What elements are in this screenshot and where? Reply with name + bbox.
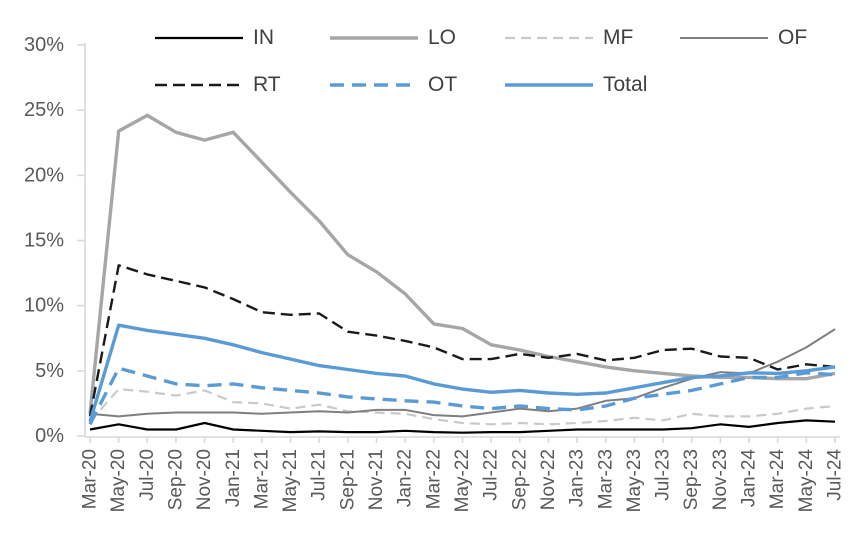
y-tick-label: 0% bbox=[35, 425, 64, 447]
y-tick-label: 15% bbox=[24, 230, 64, 252]
legend-item-MF: MF bbox=[505, 25, 633, 51]
x-tick-label: Sep-20 bbox=[165, 449, 186, 510]
legend-label-Total: Total bbox=[603, 73, 648, 96]
y-tick-label: 10% bbox=[24, 295, 64, 317]
x-tick-label: Jul-22 bbox=[481, 449, 502, 501]
series-line-MF bbox=[89, 388, 836, 426]
legend-line-icon-Total bbox=[505, 83, 593, 87]
legend-item-Total: Total bbox=[505, 72, 647, 98]
legend-line-icon-MF bbox=[505, 36, 593, 40]
x-tick-label: Mar-21 bbox=[251, 449, 272, 509]
y-tick-label: 20% bbox=[24, 164, 64, 186]
x-tick-label: Nov-23 bbox=[710, 449, 731, 510]
legend-label-LO: LO bbox=[428, 26, 457, 49]
x-tick-label: Jan-21 bbox=[223, 449, 244, 507]
y-tick-label: 30% bbox=[24, 34, 64, 56]
series-line-OF bbox=[89, 328, 836, 418]
x-tick-label: Jul-21 bbox=[309, 449, 330, 501]
x-tick-label: Mar-20 bbox=[80, 449, 101, 509]
legend-label-RT: RT bbox=[253, 73, 281, 96]
x-tick-label: Jan-22 bbox=[395, 449, 416, 507]
x-tick-label: Nov-21 bbox=[366, 449, 387, 510]
x-tick-label: Jul-20 bbox=[137, 449, 158, 501]
x-tick-label: May-24 bbox=[796, 449, 817, 513]
x-tick-label: Mar-22 bbox=[423, 449, 444, 509]
legend-label-OF: OF bbox=[778, 26, 808, 49]
x-tick-label: Jul-24 bbox=[825, 449, 846, 501]
legend-item-OF: OF bbox=[680, 25, 807, 51]
y-tick-label: 25% bbox=[24, 99, 64, 121]
x-tick-label: Nov-20 bbox=[194, 449, 215, 510]
legend-line-icon-OT bbox=[330, 83, 418, 87]
x-tick-label: Sep-22 bbox=[509, 449, 530, 510]
y-tick-label: 5% bbox=[35, 360, 64, 382]
legend-label-MF: MF bbox=[603, 26, 634, 49]
series-line-IN bbox=[89, 419, 836, 434]
x-tick-label: Jul-23 bbox=[653, 449, 674, 501]
legend-item-RT: RT bbox=[155, 72, 281, 98]
legend-label-IN: IN bbox=[253, 26, 274, 49]
legend-item-IN: IN bbox=[155, 25, 274, 51]
x-tick-label: Sep-21 bbox=[337, 449, 358, 510]
x-tick-label: May-22 bbox=[452, 449, 473, 512]
x-tick-label: May-23 bbox=[624, 449, 645, 512]
series-line-OT bbox=[88, 366, 836, 426]
x-tick-label: Nov-22 bbox=[538, 449, 559, 510]
series-line-LO bbox=[88, 113, 836, 414]
x-tick-label: Jan-24 bbox=[739, 449, 760, 508]
legend-line-icon-RT bbox=[155, 83, 243, 87]
x-tick-label: May-20 bbox=[108, 449, 129, 512]
x-tick-label: May-21 bbox=[280, 449, 301, 512]
x-tick-label: Jan-23 bbox=[567, 449, 588, 507]
legend-label-OT: OT bbox=[428, 73, 458, 96]
x-tick-label: Sep-23 bbox=[681, 449, 702, 510]
legend-line-icon-LO bbox=[330, 36, 418, 40]
legend-item-LO: LO bbox=[330, 25, 456, 51]
legend-line-icon-IN bbox=[155, 36, 243, 40]
legend-item-OT: OT bbox=[330, 72, 457, 98]
legend-line-icon-OF bbox=[680, 37, 768, 39]
series-line-Total bbox=[88, 323, 836, 423]
x-tick-label: Mar-24 bbox=[767, 449, 788, 510]
x-tick-label: Mar-23 bbox=[595, 449, 616, 509]
series-line-RT bbox=[88, 264, 836, 417]
